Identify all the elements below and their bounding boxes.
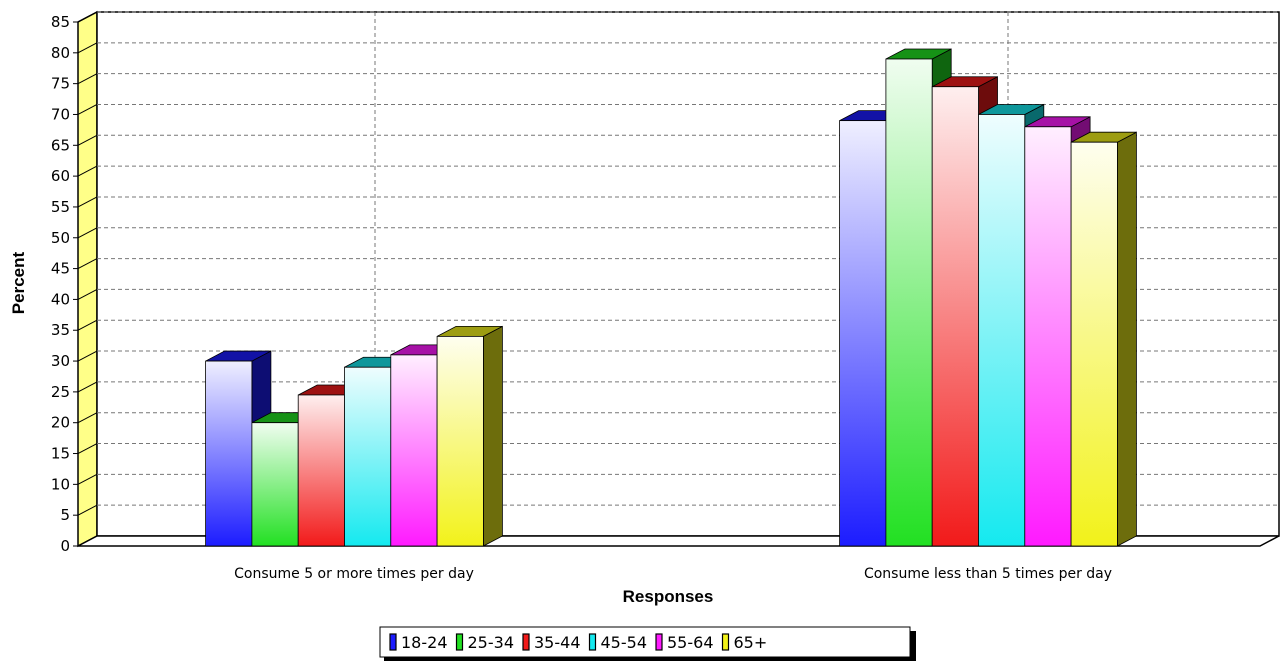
y-tick-label: 65: [51, 136, 70, 154]
legend-item: 18-24: [389, 633, 448, 652]
wall-grid-line: [77, 473, 98, 485]
wall-grid-line: [77, 104, 98, 115]
x-axis-categories: Consume 5 or more times per day Consume l…: [234, 566, 1112, 582]
x-category-label: Consume 5 or more times per day: [234, 566, 474, 582]
bar-front: [205, 360, 253, 547]
legend-swatch: [655, 633, 663, 651]
y-tick-label: 25: [51, 383, 70, 401]
wall-grid-line: [77, 165, 98, 177]
legend-label: 65+: [734, 633, 768, 652]
y-tick-label: 20: [51, 414, 70, 432]
bar-front: [1024, 126, 1072, 547]
wall-grid-line: [77, 73, 98, 85]
wall-grid-line: [77, 350, 98, 362]
y-tick-label: 85: [51, 13, 70, 31]
y-tick-label: 55: [51, 198, 70, 216]
legend-box: [379, 626, 911, 658]
bar-front: [344, 366, 392, 547]
y-tick-label: 70: [51, 105, 70, 123]
wall-grid-line: [77, 381, 98, 393]
y-tick-label: 75: [51, 75, 70, 93]
bar: [1070, 131, 1137, 547]
wall-grid-line: [77, 504, 98, 516]
legend-label: 55-64: [667, 633, 714, 652]
legend-item: 25-34: [455, 633, 515, 652]
bar-side: [482, 325, 503, 547]
wall-grid-line: [77, 11, 98, 23]
legend-item: 35-44: [522, 633, 581, 652]
legend-label: 25-34: [468, 633, 515, 652]
wall-grid-line: [77, 443, 98, 454]
legend-label: 18-24: [401, 633, 448, 652]
bar-front: [390, 354, 438, 547]
bar-front: [931, 86, 979, 547]
y-axis-title: Percent: [9, 251, 28, 314]
bar-front: [885, 58, 933, 547]
legend-swatch: [588, 633, 597, 651]
y-tick-label: 15: [51, 445, 70, 463]
wall-grid-line: [77, 412, 98, 424]
legend-swatch: [721, 633, 730, 651]
y-tick-label: 35: [51, 321, 70, 339]
x-axis-title: Responses: [623, 587, 714, 606]
y-tick-label: 60: [51, 167, 70, 185]
wall-grid-line: [77, 227, 98, 239]
legend-swatch: [389, 633, 397, 651]
bar: [436, 325, 503, 547]
legend: 18-24 25-34 35-44 45-54 55-64 65+: [379, 626, 916, 661]
y-tick-label: 30: [51, 352, 70, 370]
plot-side-wall: [77, 10, 98, 548]
bar-side: [1117, 131, 1137, 547]
y-tick-label: 45: [51, 260, 70, 278]
bar-front: [297, 394, 345, 547]
legend-label: 45-54: [601, 633, 648, 652]
wall-grid-line: [77, 134, 98, 146]
y-tick-label: 0: [60, 537, 70, 555]
grid-lines: [77, 11, 1279, 536]
bar-front: [251, 422, 299, 547]
y-tick-label: 80: [51, 44, 70, 62]
legend-label: 35-44: [534, 633, 581, 652]
wall-grid-line: [77, 319, 98, 331]
y-tick-label: 10: [51, 475, 70, 493]
x-category-label: Consume less than 5 times per day: [864, 566, 1112, 582]
wall-grid-line: [77, 196, 98, 208]
bar-front: [978, 114, 1026, 547]
legend-swatch: [455, 633, 464, 651]
legend-swatch: [522, 633, 530, 651]
y-tick-label: 5: [60, 506, 70, 524]
y-axis-ticks: 0 5 10 15 20 25 30 35 40 45 50 55 60 65 70 75 80 85: [51, 13, 78, 555]
bar-front: [1070, 141, 1118, 547]
wall-grid-line: [77, 258, 98, 270]
bar-front: [839, 120, 887, 547]
legend-item: 45-54: [588, 633, 648, 652]
bar-front: [436, 335, 484, 547]
wall-grid-line: [77, 42, 98, 54]
y-tick-label: 40: [51, 290, 70, 308]
bar-group: [205, 48, 1137, 547]
legend-item: 55-64: [655, 633, 714, 652]
y-tick-label: 50: [51, 229, 70, 247]
wall-grid-line: [77, 288, 98, 300]
legend-item: 65+: [721, 633, 768, 652]
